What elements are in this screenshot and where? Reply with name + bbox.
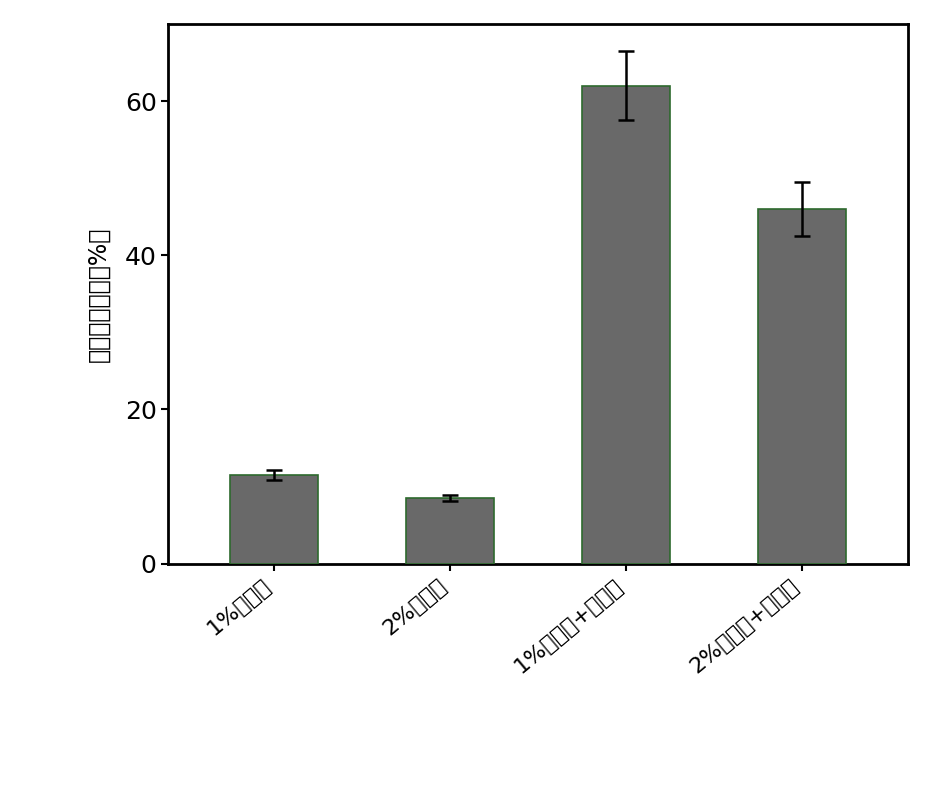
Y-axis label: 三氯苯降解率（%）: 三氯苯降解率（%） — [87, 226, 110, 361]
Bar — [406, 498, 494, 564]
Bar — [758, 209, 846, 564]
Bar — [230, 475, 318, 564]
Bar — [582, 86, 670, 564]
